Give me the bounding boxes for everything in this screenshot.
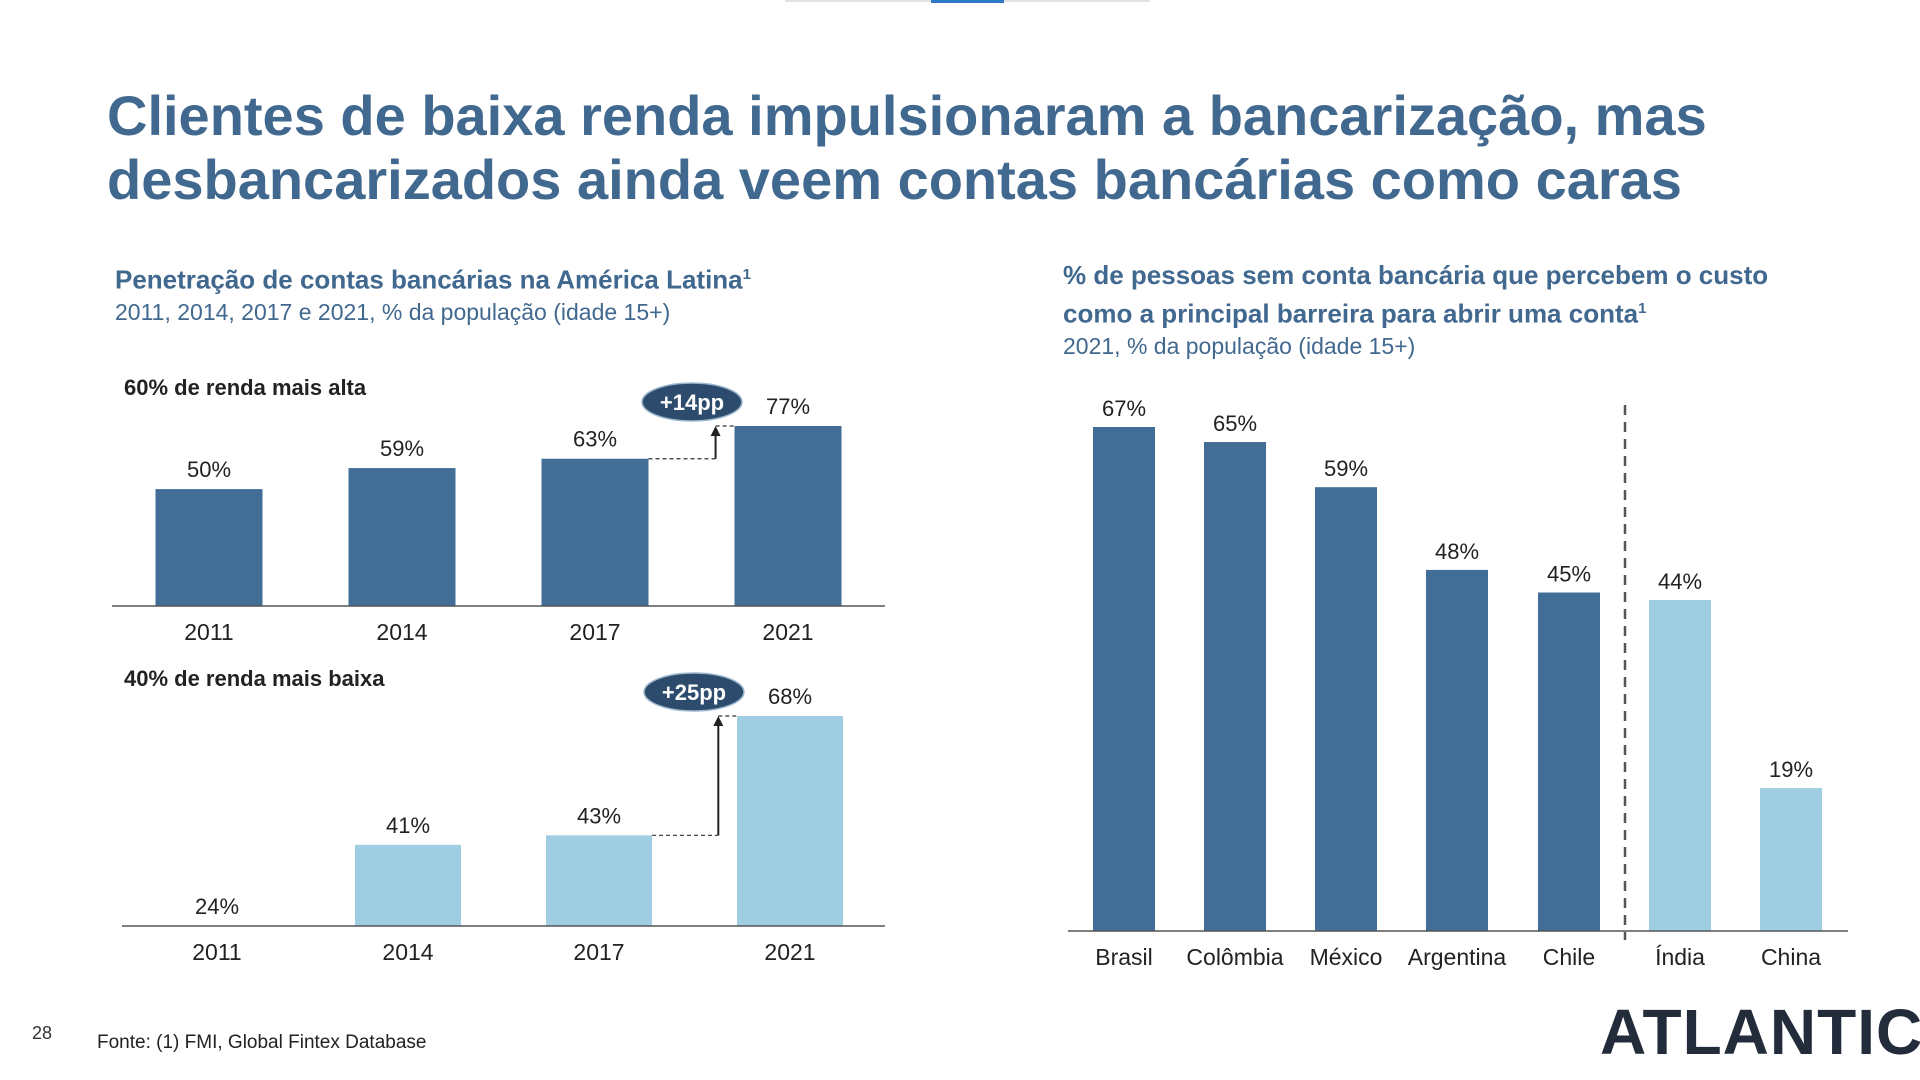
left-chart-heading: Penetração de contas bancárias na Améric… bbox=[115, 258, 751, 297]
country-bar-argentina bbox=[1426, 569, 1488, 931]
top-income-value-label-2014: 59% bbox=[380, 436, 424, 461]
bottom-income-growth-badge-label: +25pp bbox=[662, 680, 726, 705]
country-bar-colombia bbox=[1204, 442, 1266, 931]
bottom-income-value-label-2021: 68% bbox=[768, 684, 812, 709]
top-income-value-label-2021: 77% bbox=[766, 394, 810, 419]
bottom-income-tick-2011: 2011 bbox=[192, 939, 241, 965]
country-bar-chile bbox=[1538, 592, 1600, 931]
top-income-bar-2017 bbox=[541, 458, 649, 606]
country-bar-china bbox=[1760, 788, 1822, 931]
country-value-label-mexico: 59% bbox=[1324, 456, 1368, 481]
chart-top-income-label: 60% de renda mais alta bbox=[124, 375, 367, 400]
left-chart-heading-text: Penetração de contas bancárias na Améric… bbox=[115, 264, 743, 295]
bottom-income-tick-2014: 2014 bbox=[382, 939, 433, 965]
top-income-growth-badge-label: +14pp bbox=[660, 390, 724, 415]
right-chart-heading: % de pessoas sem conta bancária que perc… bbox=[1063, 258, 1768, 331]
source-note: Fonte: (1) FMI, Global Fintex Database bbox=[97, 1032, 427, 1053]
country-tick-argentina: Argentina bbox=[1408, 944, 1507, 970]
page-title-line2: desbancarizados ainda veem contas bancár… bbox=[107, 148, 1682, 211]
bottom-income-growth-badge bbox=[643, 672, 745, 712]
top-income-value-label-2017: 63% bbox=[573, 427, 617, 452]
country-tick-mexico: México bbox=[1310, 944, 1383, 970]
country-value-label-india: 44% bbox=[1658, 569, 1702, 594]
country-value-label-china: 19% bbox=[1769, 757, 1813, 782]
top-income-tick-2011: 2011 bbox=[184, 619, 233, 645]
bottom-income-bar-2014 bbox=[355, 844, 461, 926]
country-bar-brasil bbox=[1093, 427, 1155, 931]
top-income-growth-arrow-head bbox=[710, 426, 721, 436]
top-income-bar-2011 bbox=[155, 489, 263, 606]
right-chart-heading-line1: % de pessoas sem conta bancária que perc… bbox=[1063, 260, 1769, 290]
bottom-income-tick-2021: 2021 bbox=[764, 939, 815, 965]
top-income-value-label-2011: 50% bbox=[187, 457, 231, 482]
country-bar-mexico bbox=[1315, 487, 1377, 931]
top-income-tick-2014: 2014 bbox=[376, 619, 427, 645]
atlantico-logo: ATLANTICO bbox=[1600, 996, 1920, 1068]
bottom-income-growth-arrow-head bbox=[713, 716, 724, 726]
top-income-growth-badge bbox=[641, 382, 743, 422]
country-value-label-brasil: 67% bbox=[1102, 396, 1146, 421]
bottom-income-bar-2017 bbox=[546, 835, 652, 926]
bottom-income-value-label-2017: 43% bbox=[577, 803, 621, 828]
top-progress-bar bbox=[785, 0, 1150, 3]
bottom-income-bar-2021 bbox=[737, 716, 843, 926]
chart-bottom-income-label: 40% de renda mais baixa bbox=[124, 666, 385, 691]
bottom-income-tick-2017: 2017 bbox=[573, 939, 624, 965]
top-income-bar-2014 bbox=[348, 468, 456, 606]
country-value-label-chile: 45% bbox=[1547, 561, 1591, 586]
top-income-tick-2017: 2017 bbox=[569, 619, 620, 645]
country-tick-brasil: Brasil bbox=[1095, 944, 1153, 970]
bottom-income-value-label-2011: 24% bbox=[195, 894, 239, 919]
bottom-income-value-label-2014: 41% bbox=[386, 813, 430, 838]
country-bar-india bbox=[1649, 600, 1711, 931]
country-value-label-colombia: 65% bbox=[1213, 411, 1257, 436]
country-tick-india: Índia bbox=[1655, 944, 1705, 970]
left-chart-subheading: 2011, 2014, 2017 e 2021, % da população … bbox=[115, 299, 671, 325]
top-income-tick-2021: 2021 bbox=[762, 619, 813, 645]
country-tick-chile: Chile bbox=[1543, 944, 1595, 970]
top-progress-active-segment bbox=[931, 0, 1004, 3]
right-chart-subheading: 2021, % da população (idade 15+) bbox=[1063, 333, 1416, 359]
right-chart-heading-line2: como a principal barreira para abrir uma… bbox=[1063, 298, 1639, 329]
country-tick-colombia: Colômbia bbox=[1186, 944, 1283, 970]
right-chart-heading-footnote: 1 bbox=[1638, 300, 1647, 317]
left-chart-heading-footnote: 1 bbox=[742, 266, 751, 283]
page-title-line1: Clientes de baixa renda impulsionaram a … bbox=[107, 84, 1707, 147]
top-income-bar-2021 bbox=[734, 426, 842, 606]
country-value-label-argentina: 48% bbox=[1435, 539, 1479, 564]
page-number: 28 bbox=[32, 1023, 53, 1043]
country-tick-china: China bbox=[1761, 944, 1821, 970]
page-title: Clientes de baixa renda impulsionaram a … bbox=[107, 84, 1887, 212]
